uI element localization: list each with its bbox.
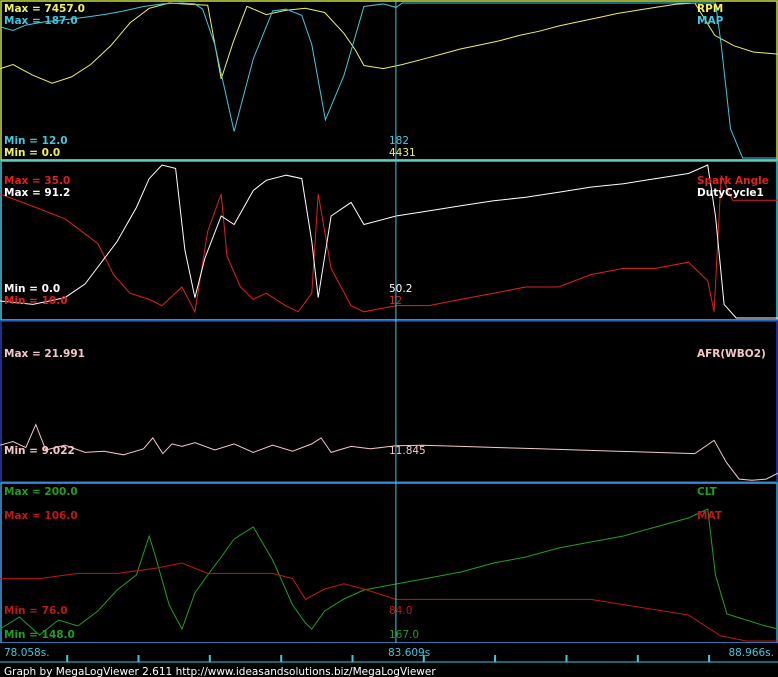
- mat-cursor-value: 84.0: [389, 605, 412, 617]
- map-legend: MAP: [697, 15, 724, 27]
- series-line-mat: [0, 562, 778, 642]
- clt-cursor-value: 167.0: [389, 629, 419, 641]
- series-line-afr-wbo2: [0, 423, 778, 481]
- footer-bar: [0, 663, 778, 677]
- series-line-clt: [0, 508, 778, 636]
- time-cursor-label: 83.609s: [388, 647, 430, 659]
- duty-cursor-value: 50.2: [389, 283, 412, 295]
- rpm-min-label: Min = 0.0: [4, 147, 60, 159]
- time-axis-bar[interactable]: [0, 643, 778, 663]
- series-line-dutycycle1: [0, 164, 778, 319]
- map-cursor-value: 182: [389, 135, 409, 147]
- series-layer: [0, 2, 778, 642]
- map-min-label: Min = 12.0: [4, 135, 68, 147]
- rpm-max-label: Max = 7457.0: [4, 3, 85, 15]
- rpm-cursor-value: 4431: [389, 147, 416, 159]
- panel-1-frame: [0, 0, 778, 161]
- series-line-spark-angle: [0, 175, 778, 314]
- spark-max-label: Max = 35.0: [4, 175, 70, 187]
- mat-min-label: Min = 76.0: [4, 605, 68, 617]
- rpm-legend: RPM: [697, 3, 723, 15]
- mat-max-label: Max = 106.0: [4, 510, 78, 522]
- panel-2-frame: [0, 160, 778, 321]
- series-line-rpm: [0, 2, 778, 84]
- spark-min-label: Min = 10.0: [4, 295, 68, 307]
- duty-legend: DutyCycle1: [697, 187, 764, 199]
- spark-cursor-value: 12: [389, 295, 402, 307]
- mat-legend: MAT: [697, 510, 723, 522]
- spark-legend: Spark Angle: [697, 175, 769, 187]
- time-end-label: 88.966s.: [728, 647, 774, 659]
- afr-legend: AFR(WBO2): [697, 348, 766, 360]
- clt-max-label: Max = 200.0: [4, 486, 78, 498]
- map-max-label: Max = 187.0: [4, 15, 78, 27]
- afr-max-label: Max = 21.991: [4, 348, 85, 360]
- afr-min-label: Min = 9.022: [4, 445, 75, 457]
- duty-max-label: Max = 91.2: [4, 187, 70, 199]
- clt-legend: CLT: [697, 486, 718, 498]
- duty-min-label: Min = 0.0: [4, 283, 60, 295]
- series-line-map: [0, 2, 778, 159]
- panel-3-frame: [0, 320, 778, 483]
- time-axis-ticks: [66, 655, 711, 662]
- footer-credit: Graph by MegaLogViewer 2.611 http://www.…: [4, 666, 436, 677]
- time-start-label: 78.058s.: [4, 647, 50, 659]
- afr-cursor-value: 11.845: [389, 445, 426, 457]
- clt-min-label: Min = 148.0: [4, 629, 75, 641]
